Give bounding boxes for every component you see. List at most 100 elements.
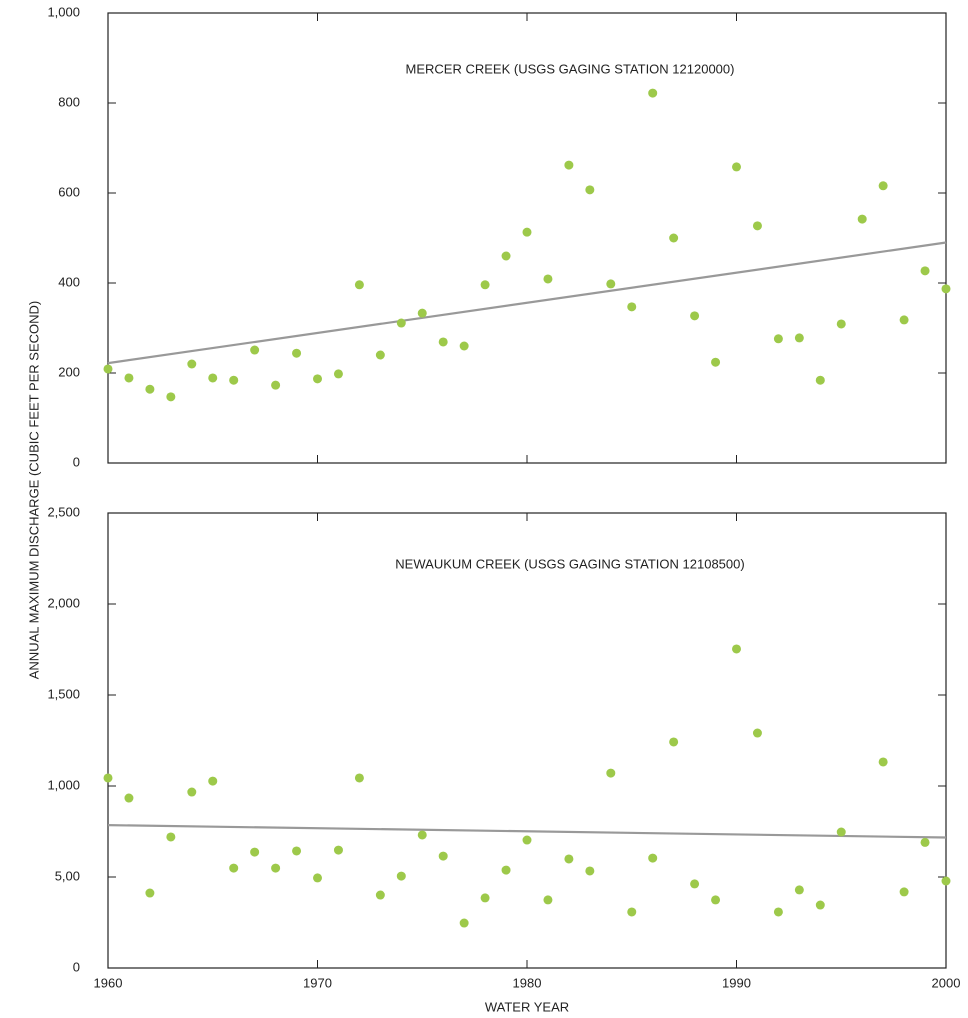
data-point	[166, 832, 176, 842]
data-point	[292, 846, 302, 856]
data-point	[103, 364, 113, 374]
data-point	[836, 319, 846, 329]
data-point	[690, 311, 700, 321]
y-tick-label: 0	[73, 454, 80, 469]
data-point	[773, 907, 783, 917]
data-point	[794, 333, 804, 343]
data-point	[271, 863, 281, 873]
data-point	[752, 221, 762, 231]
data-point	[333, 369, 343, 379]
data-point	[815, 375, 825, 385]
data-point	[354, 280, 364, 290]
data-point	[124, 373, 134, 383]
data-point	[459, 341, 469, 351]
y-tick-label: 1,000	[47, 777, 80, 792]
data-point	[250, 847, 260, 857]
y-tick-label: 5,00	[55, 868, 80, 883]
data-point	[208, 373, 218, 383]
x-tick-label: 1970	[303, 975, 332, 990]
data-point	[459, 918, 469, 928]
data-point	[878, 181, 888, 191]
data-point	[899, 887, 909, 897]
chart-title: MERCER CREEK (USGS GAGING STATION 121200…	[406, 61, 735, 76]
data-point	[271, 380, 281, 390]
data-point	[313, 374, 322, 384]
y-tick-label: 2,500	[47, 504, 80, 519]
data-point	[501, 251, 511, 261]
data-point	[815, 900, 825, 910]
trend-line	[107, 824, 947, 839]
data-point	[585, 866, 595, 876]
data-point	[375, 890, 385, 900]
data-point	[354, 773, 364, 783]
y-tick-label: 1,500	[47, 686, 80, 701]
data-point	[711, 357, 721, 367]
data-point	[417, 308, 427, 318]
x-tick-label: 1990	[722, 975, 751, 990]
data-point	[187, 359, 197, 369]
y-axis-label: ANNUAL MAXIMUM DISCHARGE (CUBIC FEET PER…	[26, 301, 41, 680]
data-point	[229, 863, 239, 873]
data-point	[501, 865, 511, 875]
data-point	[396, 318, 406, 328]
data-point	[208, 776, 218, 786]
data-point	[543, 895, 553, 905]
data-point	[333, 845, 343, 855]
data-point	[732, 644, 741, 654]
data-point	[606, 768, 616, 778]
plot-frame	[107, 512, 947, 969]
data-point	[732, 162, 741, 172]
data-point	[564, 160, 574, 170]
data-point	[124, 793, 134, 803]
data-point	[229, 375, 239, 385]
data-point	[669, 233, 679, 243]
data-point	[878, 757, 888, 767]
y-tick-label: 200	[58, 364, 80, 379]
chart-title: NEWAUKUM CREEK (USGS GAGING STATION 1210…	[395, 556, 744, 571]
data-point	[669, 737, 679, 747]
data-point	[773, 334, 783, 344]
y-tick-label: 600	[58, 184, 80, 199]
data-point	[375, 350, 385, 360]
data-point	[564, 854, 574, 864]
data-point	[857, 214, 867, 224]
x-tick-label: 1960	[94, 975, 123, 990]
y-tick-label: 1,000	[47, 4, 80, 19]
y-tick-label: 0	[73, 959, 80, 974]
plot-frame	[107, 12, 947, 464]
data-point	[648, 88, 658, 98]
data-point	[396, 871, 406, 881]
y-tick-label: 2,000	[47, 595, 80, 610]
x-tick-label: 1980	[513, 975, 542, 990]
data-point	[438, 337, 448, 347]
data-point	[920, 266, 930, 276]
data-point	[187, 787, 197, 797]
data-point	[627, 302, 637, 312]
data-point	[752, 728, 762, 738]
data-point	[313, 873, 322, 883]
data-point	[648, 853, 658, 863]
trend-line	[107, 241, 947, 365]
data-point	[585, 185, 595, 195]
x-tick-label: 2000	[932, 975, 961, 990]
data-point	[941, 284, 951, 294]
data-point	[711, 895, 721, 905]
data-point	[690, 879, 700, 889]
data-point	[606, 279, 616, 289]
data-point	[899, 315, 909, 325]
data-point	[103, 773, 113, 783]
x-axis-label: WATER YEAR	[485, 999, 569, 1014]
data-point	[543, 274, 553, 284]
data-point	[522, 227, 532, 237]
data-point	[794, 885, 804, 895]
y-tick-label: 800	[58, 94, 80, 109]
data-point	[480, 280, 490, 290]
data-point	[480, 893, 490, 903]
data-point	[417, 830, 427, 840]
y-tick-label: 400	[58, 274, 80, 289]
data-point	[836, 827, 846, 837]
data-point	[627, 907, 637, 917]
data-point	[145, 888, 155, 898]
data-point	[941, 876, 951, 886]
